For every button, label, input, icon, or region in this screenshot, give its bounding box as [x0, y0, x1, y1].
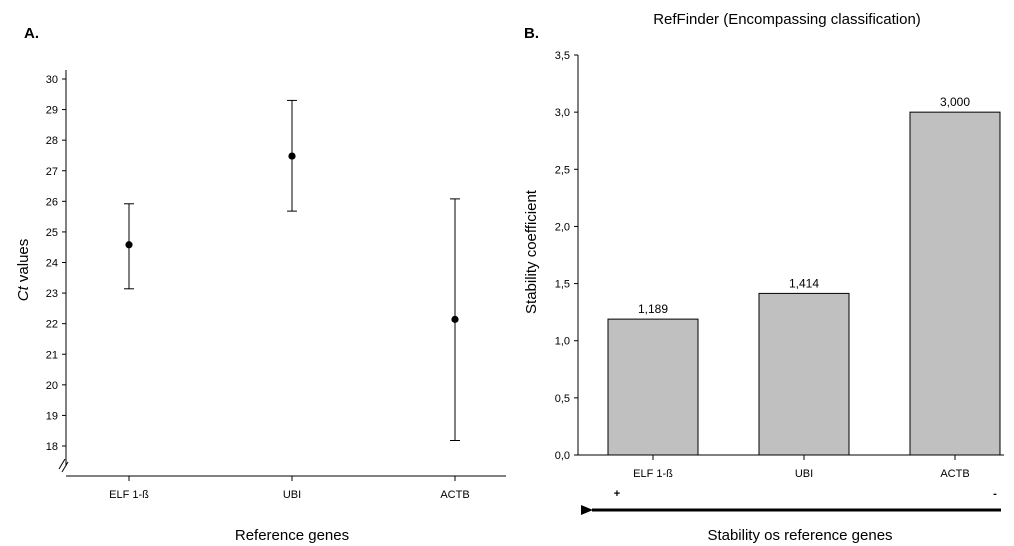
panel-b-y-tick-label: 2,5 — [555, 164, 570, 176]
panel-a-x-ticks: ELF 1-ß UBI ACTB — [109, 476, 470, 501]
panel-b-title: RefFinder (Encompassing classification) — [653, 11, 921, 28]
panel-b-y-tick-label: 2,0 — [555, 221, 570, 233]
panel-a-y-tick-label: 20 — [46, 380, 58, 392]
panel-b-arrow-plus-sign: + — [614, 488, 620, 500]
panel-b-bar-value-label: 3,000 — [940, 95, 970, 109]
panel-a-x-tick-label: ELF 1-ß — [109, 489, 149, 501]
panel-b-bar — [909, 111, 1001, 456]
panel-a-y-tick-label: 26 — [46, 196, 58, 208]
panel-a-y-tick-label: 19 — [46, 410, 58, 422]
panel-a-y-axis-title-italic: Ct — [15, 285, 32, 301]
panel-b-y-tick-label: 0,5 — [555, 393, 570, 405]
panel-b-y-tick-label: 0,0 — [555, 450, 570, 462]
panel-a-x-axis-title: Reference genes — [235, 527, 349, 544]
panel-a-mean-point — [125, 241, 133, 249]
panel-b-x-tick-label: ACTB — [940, 468, 969, 480]
panel-a-y-tick-label: 23 — [46, 288, 58, 300]
panel-a-x-tick-label: UBI — [283, 489, 301, 501]
panel-a-y-tick-label: 30 — [46, 74, 58, 86]
panel-b-x-tick-label: UBI — [795, 468, 813, 480]
panel-b-y-tick-label: 1,5 — [555, 279, 570, 291]
panel-b-bar — [758, 292, 850, 456]
panel-b-y-tick-label: 3,0 — [555, 107, 570, 119]
panel-a-point-group — [124, 203, 134, 290]
panel-a-axis-break — [58, 458, 69, 473]
panel-a-y-ticks: 18 19 20 21 22 23 24 25 26 27 28 29 30 — [46, 74, 66, 453]
panel-b-x-axis-title: Stability os reference genes — [707, 527, 892, 544]
panel-a-y-tick-label: 22 — [46, 319, 58, 331]
panel-b: B. RefFinder (Encompassing classificatio… — [523, 11, 1004, 544]
panel-a-y-tick-label: 29 — [46, 105, 58, 117]
panel-b-y-ticks: 0,0 0,5 1,0 1,5 2,0 2,5 3,0 3,5 — [555, 50, 578, 462]
panel-a-letter: A. — [24, 25, 39, 42]
panel-a-point-group — [450, 198, 460, 441]
panel-a-mean-point — [288, 152, 296, 160]
panel-b-bar-value-label: 1,414 — [789, 276, 819, 290]
panel-a-y-tick-label: 27 — [46, 166, 58, 178]
panel-b-letter: B. — [524, 25, 539, 42]
panel-a-points — [124, 99, 460, 441]
panel-a-y-tick-label: 21 — [46, 349, 58, 361]
panel-b-y-tick-label: 3,5 — [555, 50, 570, 62]
panel-a-y-tick-label: 24 — [46, 258, 58, 270]
panel-b-y-tick-label: 1,0 — [555, 336, 570, 348]
panel-b-bar-value-label: 1,189 — [638, 302, 668, 316]
panel-b-x-tick-label: ELF 1-ß — [633, 468, 673, 480]
panel-a-mean-point — [451, 315, 459, 323]
panel-a: A. 18 19 20 21 22 23 24 25 26 27 28 29 30 ELF 1-ß UBI… — [15, 25, 506, 544]
panel-b-bars: 1,189 1,414 3,000 — [607, 95, 1001, 456]
panel-a-y-axis-title-rest: values — [15, 239, 32, 287]
panel-a-point-group — [287, 99, 297, 212]
panel-a-x-tick-label: ACTB — [440, 489, 469, 501]
panel-b-bar — [607, 318, 699, 456]
panel-b-arrow-minus-sign: - — [993, 488, 997, 500]
panel-b-x-ticks: ELF 1-ß UBI ACTB — [633, 455, 970, 480]
panel-b-y-axis-title: Stability coefficient — [523, 189, 540, 314]
panel-a-y-tick-label: 18 — [46, 441, 58, 453]
panel-a-y-tick-label: 28 — [46, 135, 58, 147]
panel-a-y-tick-label: 25 — [46, 227, 58, 239]
panel-a-y-axis-title: Ct values — [15, 239, 32, 302]
